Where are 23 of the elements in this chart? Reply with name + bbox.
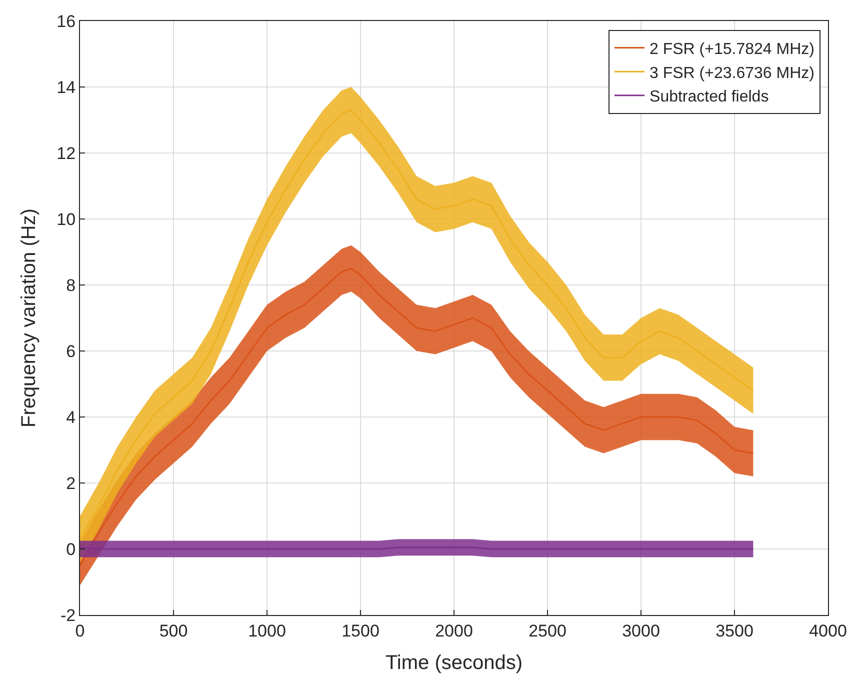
y-tick-label: -2 [60, 606, 76, 625]
x-tick-label: 2000 [435, 621, 473, 640]
legend-label: 2 FSR (+15.7824 MHz) [650, 41, 814, 58]
x-axis-title: Time (seconds) [385, 652, 523, 674]
x-tick-label: 4000 [809, 621, 847, 640]
y-tick-label: 2 [66, 474, 76, 493]
legend-label: Subtracted fields [650, 88, 769, 106]
y-tick-label: 16 [56, 12, 76, 31]
x-tick-label: 3500 [716, 621, 754, 640]
x-tick-label: 2500 [528, 621, 566, 640]
y-tick-label: 0 [66, 540, 76, 559]
y-tick-label: 10 [56, 210, 76, 229]
y-tick-label: 4 [66, 408, 76, 427]
y-tick-label: 8 [66, 276, 76, 295]
y-tick-label: 12 [56, 144, 76, 163]
x-tick-label: 1500 [342, 621, 380, 640]
legend-label: 3 FSR (+23.6736 MHz) [650, 64, 814, 82]
y-tick-label: 14 [56, 78, 76, 97]
y-tick-label: 6 [66, 342, 76, 361]
x-tick-label: 3000 [622, 621, 660, 640]
x-tick-label: 500 [159, 621, 188, 640]
x-tick-label: 1000 [248, 621, 286, 640]
y-axis-title: Frequency variation (Hz) [18, 208, 40, 428]
